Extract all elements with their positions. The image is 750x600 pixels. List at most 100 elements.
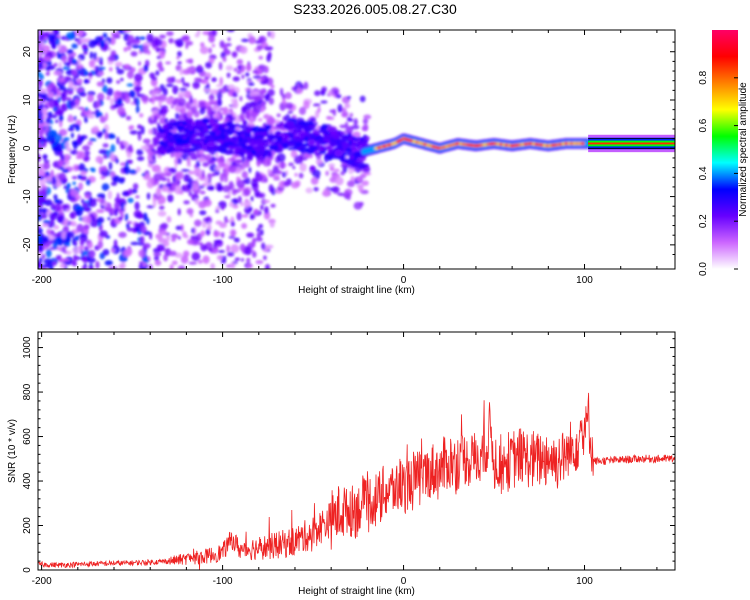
noise-blob	[162, 113, 166, 118]
noise-blob	[135, 195, 140, 199]
noise-blob	[96, 99, 101, 108]
noise-blob	[237, 195, 242, 204]
noise-blob	[234, 257, 241, 261]
noise-blob	[303, 81, 309, 90]
noise-blob	[180, 255, 189, 264]
noise-blob	[109, 135, 116, 139]
ridge-blob	[304, 127, 311, 133]
noise-blob	[199, 242, 204, 247]
noise-blob	[237, 65, 242, 69]
noise-blob	[185, 43, 189, 50]
noise-blob	[39, 119, 44, 124]
noise-blob	[75, 205, 84, 211]
noise-blob	[153, 115, 158, 124]
ridge-blob	[187, 125, 194, 131]
noise-blob	[213, 249, 219, 253]
noise-blob	[41, 253, 46, 260]
ridge-blob	[347, 140, 353, 145]
noise-blob	[218, 200, 227, 209]
noise-blob	[192, 182, 199, 191]
noise-blob	[361, 180, 369, 186]
noise-blob	[172, 85, 179, 95]
spectrogram-image	[38, 30, 675, 269]
noise-blob	[154, 255, 160, 262]
noise-blob	[57, 96, 61, 103]
noise-blob	[46, 85, 51, 93]
noise-blob	[226, 244, 230, 253]
noise-blob	[130, 241, 140, 246]
noise-blob	[98, 71, 105, 76]
noise-blob	[313, 186, 319, 192]
noise-blob	[255, 236, 263, 242]
noise-blob	[217, 249, 226, 253]
noise-blob	[278, 180, 285, 189]
noise-blob	[332, 186, 340, 194]
noise-blob	[122, 249, 132, 257]
noise-blob	[140, 145, 149, 151]
noise-blob	[209, 101, 217, 105]
noise-blob	[160, 177, 168, 182]
noise-blob	[233, 188, 241, 193]
noise-blob	[143, 64, 149, 73]
ridge-blob	[204, 134, 211, 141]
noise-blob	[53, 233, 62, 238]
noise-blob	[152, 90, 160, 94]
top-xtick-label: 100	[576, 275, 593, 286]
noise-blob	[90, 126, 100, 134]
noise-blob	[42, 264, 50, 269]
noise-blob	[299, 162, 307, 172]
noise-blob	[206, 181, 213, 187]
noise-blob	[97, 92, 105, 102]
noise-blob	[97, 66, 106, 71]
noise-blob	[363, 134, 367, 140]
noise-blob	[179, 87, 188, 92]
noise-blob	[138, 61, 142, 66]
bot-ytick-label: 0	[22, 567, 33, 573]
noise-blob	[213, 239, 223, 244]
noise-blob	[38, 196, 46, 203]
noise-blob	[288, 162, 294, 167]
noise-blob	[248, 166, 252, 174]
ridge-blob	[341, 142, 350, 147]
noise-blob	[240, 258, 244, 262]
noise-blob	[110, 181, 118, 186]
noise-blob	[192, 81, 200, 90]
colorbar: 0.0 0.2 0.4 0.6 0.8 Normalized spectral ampli…	[698, 30, 749, 276]
ridge-blob	[282, 142, 288, 149]
noise-blob	[189, 99, 194, 104]
noise-blob	[157, 210, 167, 217]
ridge-blob	[156, 147, 163, 151]
noise-blob	[126, 70, 134, 79]
noise-blob	[123, 47, 128, 52]
noise-blob	[110, 248, 116, 253]
noise-blob	[51, 261, 57, 266]
noise-blob	[186, 109, 193, 119]
ridge-blob	[329, 137, 335, 143]
noise-blob	[68, 80, 74, 90]
noise-blob	[240, 167, 245, 171]
noise-blob	[356, 177, 362, 182]
noise-blob	[101, 165, 108, 172]
colorbar-tick-label: 0.6	[698, 118, 709, 132]
bot-frame	[37, 331, 676, 571]
noise-blob	[353, 118, 358, 126]
noise-blob	[202, 217, 210, 222]
noise-blob	[45, 124, 49, 132]
noise-blob	[363, 172, 372, 176]
top-ytick-label: 20	[22, 46, 33, 58]
noise-blob	[96, 216, 105, 224]
bot-xtick-label: 0	[401, 576, 407, 587]
noise-blob	[38, 97, 43, 105]
noise-blob	[303, 100, 310, 110]
noise-blob	[54, 110, 64, 116]
noise-blob	[328, 163, 336, 168]
noise-blob	[205, 61, 212, 69]
noise-blob	[175, 38, 184, 48]
noise-blob	[282, 97, 286, 105]
noise-blob	[89, 138, 97, 142]
ridge-blob	[354, 143, 361, 148]
noise-blob	[83, 224, 90, 230]
noise-blob	[87, 242, 94, 249]
noise-blob	[115, 158, 119, 164]
noise-blob	[126, 83, 135, 87]
